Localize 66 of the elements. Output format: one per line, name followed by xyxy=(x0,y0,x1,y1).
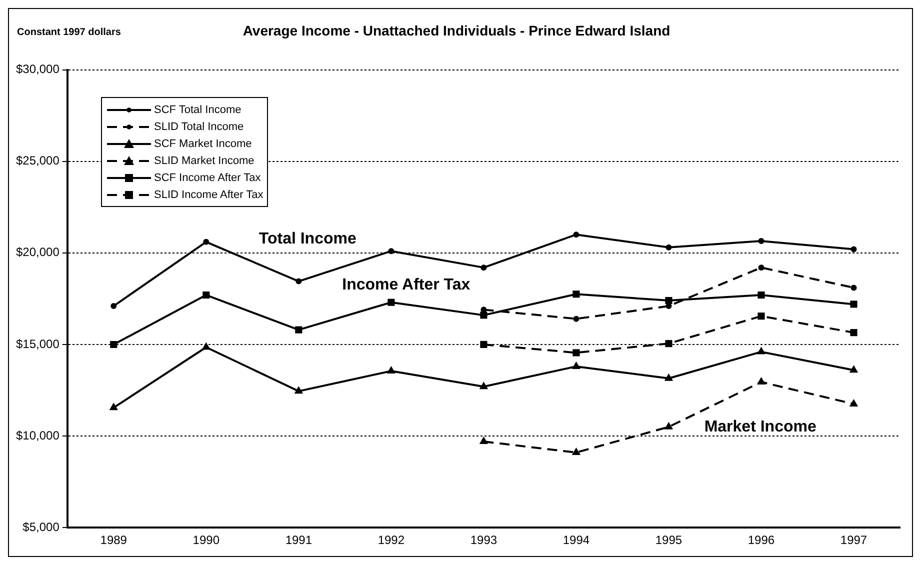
point xyxy=(388,298,395,306)
point xyxy=(480,264,487,271)
point xyxy=(296,278,302,284)
legend-label: SCF Total Income xyxy=(154,104,242,116)
point xyxy=(849,365,858,373)
x-tick-label: 1997 xyxy=(840,533,868,548)
point xyxy=(203,238,210,245)
x-tick-label: 1992 xyxy=(378,533,405,548)
point xyxy=(850,284,857,291)
point xyxy=(295,326,302,334)
legend-label: SCF Income After Tax xyxy=(154,172,261,184)
point xyxy=(479,436,488,444)
point xyxy=(110,303,117,310)
x-tick-label: 1989 xyxy=(100,533,128,548)
point xyxy=(666,244,672,250)
point xyxy=(850,246,857,252)
x-tick-label: 1995 xyxy=(655,533,682,548)
point xyxy=(665,296,672,304)
annotation: Total Income xyxy=(258,230,356,248)
annotation: Market Income xyxy=(704,418,816,436)
x-tick-label: 1993 xyxy=(470,533,498,548)
point xyxy=(386,366,396,374)
y-axis-title: Constant 1997 dollars xyxy=(17,27,121,38)
x-tick-label: 1996 xyxy=(748,533,775,548)
point xyxy=(572,361,581,369)
y-tick-label: $20,000 xyxy=(16,245,60,260)
point xyxy=(573,232,580,238)
point xyxy=(758,292,765,299)
y-tick-label: $15,000 xyxy=(16,336,60,351)
point xyxy=(572,290,580,298)
point xyxy=(758,264,764,271)
chart-title: Average Income - Unattached Individuals - Prince Edward Island xyxy=(242,22,670,38)
annotation: Income After Tax xyxy=(342,276,470,294)
point xyxy=(388,248,394,254)
point xyxy=(756,346,766,354)
y-tick-label: $10,000 xyxy=(16,428,60,442)
point xyxy=(480,340,488,348)
point xyxy=(573,316,580,322)
x-tick-label: 1994 xyxy=(562,533,590,548)
point xyxy=(572,448,581,456)
y-tick-label: $25,000 xyxy=(16,154,60,168)
x-tick-label: 1990 xyxy=(192,533,220,548)
y-tick-label: $5,000 xyxy=(22,520,60,534)
point xyxy=(572,349,580,356)
point xyxy=(850,300,858,308)
x-tick-label: 1991 xyxy=(285,533,312,548)
point xyxy=(758,312,765,320)
legend-label: SCF Market Income xyxy=(154,138,252,150)
point xyxy=(849,398,858,406)
point xyxy=(110,340,118,348)
point xyxy=(756,377,766,385)
point xyxy=(202,342,210,350)
legend-label: SLID Income After Tax xyxy=(154,188,264,200)
point xyxy=(758,238,764,244)
point xyxy=(665,340,672,348)
legend-label: SLID Market Income xyxy=(154,154,254,166)
point xyxy=(480,312,488,319)
legend-label: SLID Total Income xyxy=(154,120,244,132)
point xyxy=(202,292,210,299)
point xyxy=(850,329,858,336)
point xyxy=(294,386,303,394)
point xyxy=(664,422,674,430)
point xyxy=(109,402,118,410)
point xyxy=(664,373,674,381)
y-tick-label: $30,000 xyxy=(16,62,60,76)
point xyxy=(479,382,488,390)
